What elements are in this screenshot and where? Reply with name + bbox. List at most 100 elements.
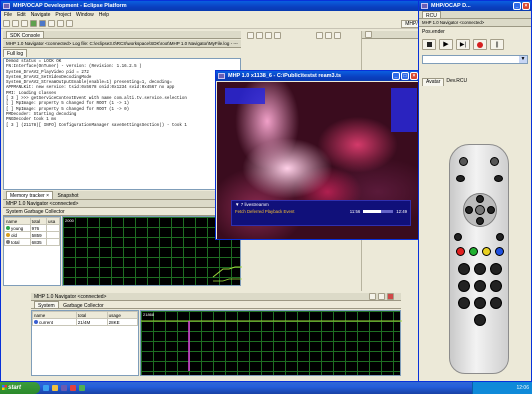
bottom-col-name[interactable]: name bbox=[32, 311, 77, 319]
forward-icon[interactable] bbox=[66, 20, 73, 27]
key-9-button[interactable] bbox=[490, 297, 502, 309]
key-3-button[interactable] bbox=[490, 263, 502, 275]
key-0-button[interactable] bbox=[474, 314, 486, 326]
video-content[interactable]: ▼ 7 livestreamm Fetch Deferred Playback … bbox=[217, 82, 418, 239]
console-output[interactable]: Demod status = LOCK OK FN:Interface(OnTun… bbox=[3, 58, 241, 190]
tab-avatar[interactable]: Avatar bbox=[422, 78, 445, 86]
tab-garbage-collector[interactable]: Garbage Collector bbox=[63, 303, 104, 309]
dpad bbox=[463, 193, 497, 227]
quicklaunch-media-icon[interactable] bbox=[70, 385, 76, 391]
close-view-icon[interactable] bbox=[387, 293, 394, 300]
series-color-dot bbox=[6, 240, 10, 245]
outline-icon[interactable] bbox=[365, 31, 372, 38]
volume-up-button[interactable] bbox=[456, 175, 465, 182]
start-button[interactable]: start bbox=[0, 382, 40, 394]
console-icon[interactable] bbox=[247, 32, 254, 39]
blue-key-button[interactable] bbox=[495, 247, 504, 256]
step-icon[interactable]: ▶| bbox=[456, 39, 470, 50]
tab-full-log[interactable]: Full log bbox=[3, 49, 28, 57]
console-line: System_DrvAV2_StreamOutputEnable(enable=… bbox=[6, 81, 172, 86]
record-icon[interactable] bbox=[473, 39, 487, 50]
tab-system[interactable]: System bbox=[34, 301, 59, 308]
yellow-key-button[interactable] bbox=[482, 247, 491, 256]
mute-button[interactable] bbox=[459, 157, 468, 166]
table-row[interactable]: old 5859 bbox=[4, 231, 60, 239]
video-close-button[interactable]: × bbox=[410, 72, 418, 80]
debug-icon[interactable] bbox=[39, 20, 46, 27]
green-key-button[interactable] bbox=[469, 247, 478, 256]
new-icon[interactable] bbox=[3, 20, 10, 27]
bottom-col-total[interactable]: total bbox=[75, 311, 108, 319]
memory-col-name[interactable]: name bbox=[4, 217, 31, 225]
pin-icon[interactable] bbox=[325, 32, 332, 39]
power-button[interactable] bbox=[490, 157, 499, 166]
key-8-button[interactable] bbox=[474, 297, 486, 309]
menu-help[interactable]: Help bbox=[98, 12, 110, 18]
pin-icon[interactable] bbox=[274, 32, 281, 39]
menu-edit[interactable]: Edit bbox=[17, 12, 26, 18]
table-row[interactable]: young 976 bbox=[4, 224, 60, 232]
tab-rcu[interactable]: RCU bbox=[422, 11, 441, 18]
video-titlebar[interactable]: MHP 1.0 x1138_6 - C:\Public\testst ream3… bbox=[216, 71, 419, 81]
search-icon[interactable] bbox=[48, 20, 55, 27]
video-maximize-button[interactable]: □ bbox=[401, 72, 409, 80]
clock[interactable]: 12:06 bbox=[516, 385, 529, 391]
minimize-view-icon[interactable] bbox=[369, 293, 376, 300]
view-menu-icon[interactable] bbox=[316, 32, 323, 39]
dpad-down-button[interactable] bbox=[476, 217, 484, 225]
key-1-button[interactable] bbox=[458, 263, 470, 275]
pause-icon[interactable]: || bbox=[490, 39, 504, 50]
remote-close-button[interactable]: × bbox=[522, 2, 530, 10]
back-icon[interactable] bbox=[57, 20, 64, 27]
key-5-button[interactable] bbox=[474, 280, 486, 292]
quicklaunch-eclipse-icon[interactable] bbox=[61, 385, 67, 391]
minimize-view-icon[interactable] bbox=[334, 32, 341, 39]
red-key-button[interactable] bbox=[456, 247, 465, 256]
tab-snapshot[interactable]: Snapshot bbox=[57, 193, 78, 199]
remote-titlebar[interactable]: MHP/OCAP D... _ × bbox=[419, 1, 531, 11]
save-icon[interactable] bbox=[12, 20, 19, 27]
eclipse-titlebar[interactable]: MHP/OCAP Development - Eclipse Platform … bbox=[1, 1, 448, 11]
video-minimize-button[interactable]: _ bbox=[392, 72, 400, 80]
menu-navigate[interactable]: Navigate bbox=[30, 12, 51, 18]
console-line: PMDecoder: Starting decoding bbox=[6, 112, 77, 117]
channel-up-button[interactable] bbox=[494, 175, 503, 182]
table-row[interactable]: total 6835 bbox=[4, 238, 60, 246]
table-row[interactable]: current 21/4M 28KE bbox=[32, 318, 138, 326]
maximize-view-icon[interactable] bbox=[378, 293, 385, 300]
play-icon[interactable]: ▶ bbox=[439, 39, 453, 50]
clear-icon[interactable] bbox=[256, 32, 263, 39]
quicklaunch-ie-icon[interactable] bbox=[43, 385, 49, 391]
dpad-up-button[interactable] bbox=[476, 195, 484, 203]
tab-dev-rcu[interactable]: Dev.RCU bbox=[446, 78, 468, 84]
lock-icon[interactable] bbox=[265, 32, 272, 39]
key-6-button[interactable] bbox=[490, 280, 502, 292]
bottom-col-usage[interactable]: usage bbox=[106, 311, 138, 319]
key-4-button[interactable] bbox=[458, 280, 470, 292]
dpad-right-button[interactable] bbox=[487, 206, 495, 214]
tab-sdk-console[interactable]: SDK Console bbox=[6, 31, 45, 38]
remote-dropdown[interactable]: ▼ bbox=[422, 55, 528, 64]
stop-icon[interactable] bbox=[422, 39, 436, 50]
menu-project[interactable]: Project bbox=[55, 12, 71, 18]
memory-gc-bar: System Garbage Collector bbox=[3, 208, 241, 216]
key-2-button[interactable] bbox=[474, 263, 486, 275]
dpad-ok-button[interactable] bbox=[475, 205, 485, 215]
eclipse-app-icon bbox=[3, 3, 10, 9]
dpad-left-button[interactable] bbox=[465, 206, 473, 214]
menu-file[interactable]: File bbox=[4, 12, 13, 18]
remote-tabs: Avatar Dev.RCU bbox=[419, 78, 531, 86]
quicklaunch-explorer-icon[interactable] bbox=[52, 385, 58, 391]
remote-minimize-button[interactable]: _ bbox=[513, 2, 521, 10]
memory-col-usage[interactable]: usa bbox=[46, 217, 60, 225]
print-icon[interactable] bbox=[21, 20, 28, 27]
key-7-button[interactable] bbox=[458, 297, 470, 309]
menu-window[interactable]: Window bbox=[75, 12, 94, 18]
back-button[interactable] bbox=[454, 233, 462, 241]
run-icon[interactable] bbox=[30, 20, 37, 27]
tab-memory-tracker[interactable]: Memory tracker × bbox=[6, 191, 54, 199]
quicklaunch-desktop-icon[interactable] bbox=[79, 385, 85, 391]
menu-button[interactable] bbox=[496, 233, 504, 241]
memory-col-total[interactable]: total bbox=[29, 217, 48, 225]
memory-row-name: young bbox=[11, 225, 24, 231]
